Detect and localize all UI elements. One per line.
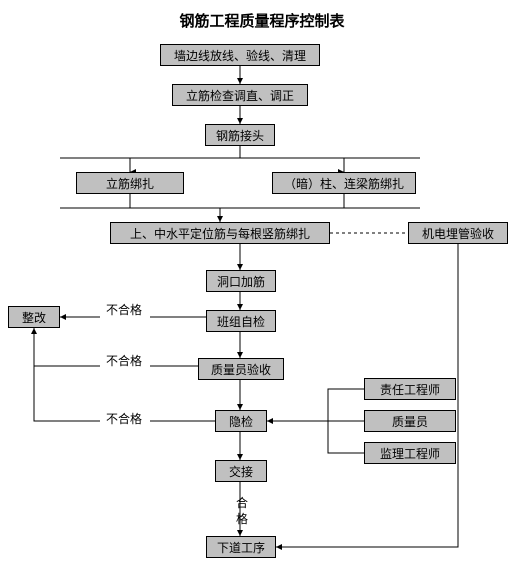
edge-label-el4: 合 — [236, 494, 248, 511]
edge-label-el3: 不合格 — [106, 410, 142, 427]
edge-2 — [60, 146, 420, 172]
edge-label-el2: 不合格 — [106, 352, 142, 369]
flow-node-n8: 洞口加筋 — [206, 270, 276, 292]
flow-node-n17: 下道工序 — [206, 536, 276, 558]
flow-node-n7: 机电埋管验收 — [408, 222, 508, 244]
flow-node-n9: 班组自检 — [206, 310, 276, 332]
flow-node-n4: 立筋绑扎 — [76, 172, 184, 194]
edge-12 — [34, 328, 215, 421]
flow-node-n14: 质量员 — [364, 410, 456, 432]
flow-node-n5: （暗）柱、连梁筋绑扎 — [272, 172, 416, 194]
flow-node-n10: 整改 — [8, 306, 60, 328]
flow-node-n16: 交接 — [215, 460, 267, 482]
edge-13 — [267, 389, 364, 453]
flow-node-n1: 墙边线放线、验线、清理 — [160, 44, 320, 66]
flow-node-n12: 隐检 — [215, 410, 267, 432]
flow-node-n11: 质量员验收 — [198, 358, 284, 380]
edge-label-el1: 不合格 — [106, 301, 142, 318]
flow-node-n2: 立筋检查调直、调正 — [172, 84, 308, 106]
diagram-title: 钢筋工程质量程序控制表 — [0, 10, 524, 31]
flow-node-n13: 责任工程师 — [364, 378, 456, 400]
flow-node-n3: 钢筋接头 — [205, 124, 275, 146]
edge-3 — [60, 194, 420, 222]
flow-node-n6: 上、中水平定位筋与每根竖筋绑扎 — [110, 222, 330, 244]
flow-node-n15: 监理工程师 — [364, 442, 456, 464]
edge-label-el5: 格 — [236, 510, 248, 527]
